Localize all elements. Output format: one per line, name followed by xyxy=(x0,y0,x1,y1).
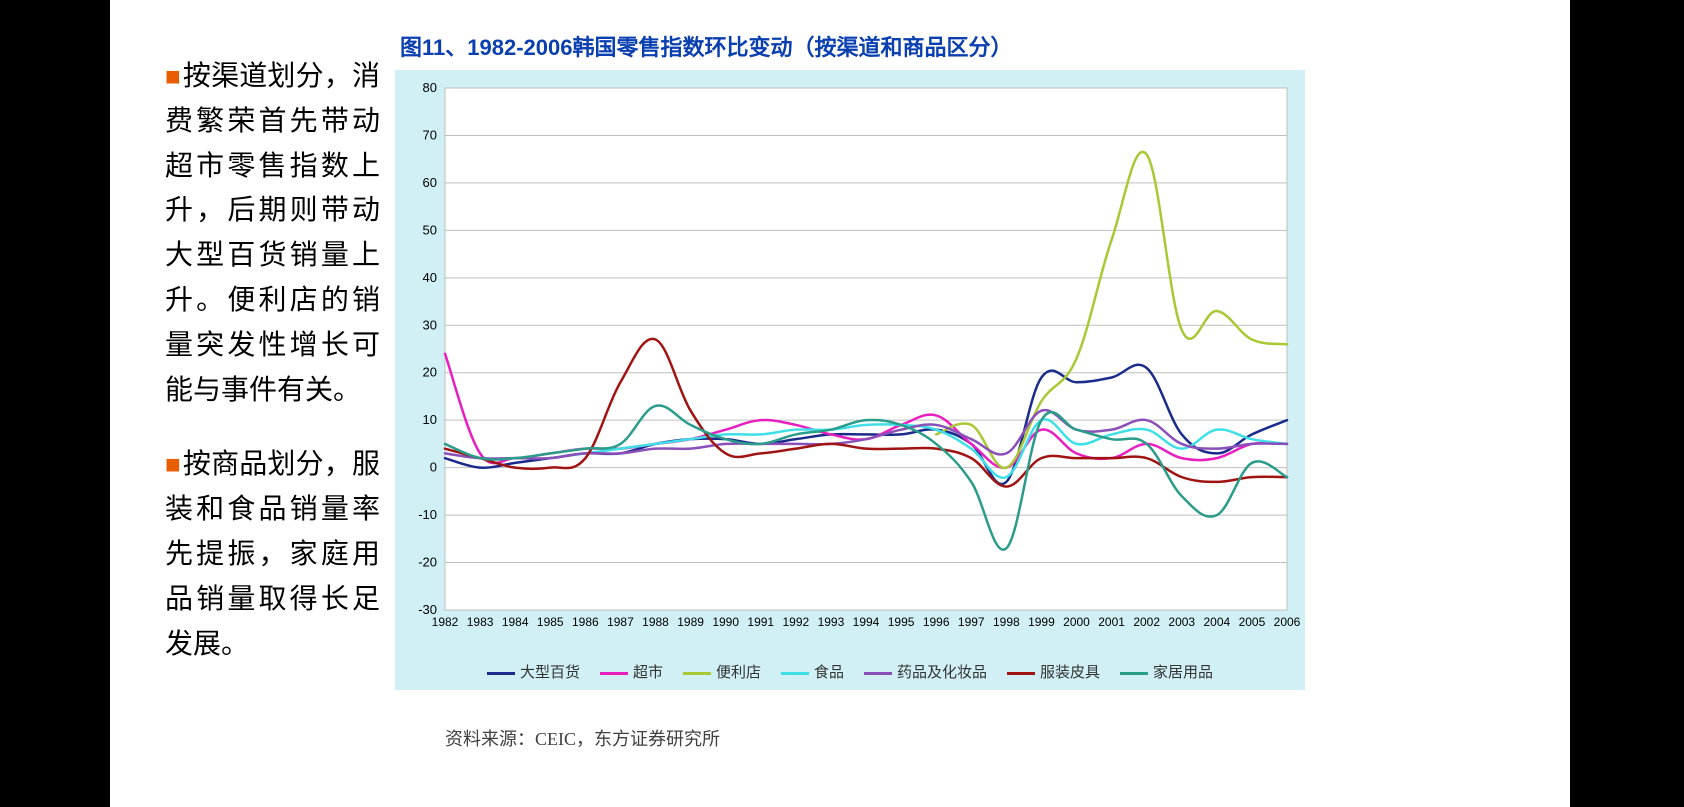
sidebar-text: ■按渠道划分，消费繁荣首先带动超市零售指数上升，后期则带动大型百货销量上升。便利… xyxy=(165,55,380,697)
svg-text:-10: -10 xyxy=(418,507,437,522)
svg-text:30: 30 xyxy=(423,317,437,332)
legend-label: 服装皮具 xyxy=(1040,665,1100,681)
svg-text:1985: 1985 xyxy=(537,615,564,629)
legend-item: 超市 xyxy=(600,661,663,682)
source-label: 资料来源：CEIC，东方证券研究所 xyxy=(445,725,720,751)
svg-text:0: 0 xyxy=(430,460,437,475)
legend-swatch xyxy=(600,672,628,675)
legend-item: 便利店 xyxy=(683,661,761,682)
svg-text:50: 50 xyxy=(423,222,437,237)
slide-area: ■按渠道划分，消费繁荣首先带动超市零售指数上升，后期则带动大型百货销量上升。便利… xyxy=(110,0,1570,807)
svg-text:20: 20 xyxy=(423,365,437,380)
legend-item: 服装皮具 xyxy=(1007,661,1100,682)
svg-text:2005: 2005 xyxy=(1239,615,1266,629)
svg-text:1994: 1994 xyxy=(853,615,880,629)
legend-item: 食品 xyxy=(781,661,844,682)
legend-label: 大型百货 xyxy=(520,665,580,681)
para1-text: 按渠道划分，消费繁荣首先带动超市零售指数上升，后期则带动大型百货销量上升。便利店… xyxy=(165,61,380,406)
chart-title: 图11、1982-2006韩国零售指数环比变动（按渠道和商品区分） xyxy=(400,30,1012,62)
legend-swatch xyxy=(1007,672,1035,675)
svg-text:2002: 2002 xyxy=(1133,615,1160,629)
legend-label: 便利店 xyxy=(716,665,761,681)
svg-text:1988: 1988 xyxy=(642,615,669,629)
legend-label: 药品及化妆品 xyxy=(897,665,987,681)
bullet-icon: ■ xyxy=(165,450,181,479)
paragraph-channel: ■按渠道划分，消费繁荣首先带动超市零售指数上升，后期则带动大型百货销量上升。便利… xyxy=(165,55,380,413)
svg-text:1993: 1993 xyxy=(818,615,845,629)
chart-legend: 大型百货 超市 便利店 食品 药品及化妆品 服装皮具 家居用品 xyxy=(395,661,1305,682)
legend-swatch xyxy=(781,672,809,675)
chart-container: -30-20-100102030405060708019821983198419… xyxy=(395,70,1305,690)
svg-text:-20: -20 xyxy=(418,555,437,570)
legend-item: 家居用品 xyxy=(1120,661,1213,682)
line-chart: -30-20-100102030405060708019821983198419… xyxy=(395,70,1305,690)
svg-text:1983: 1983 xyxy=(467,615,494,629)
svg-text:1995: 1995 xyxy=(888,615,915,629)
svg-text:1987: 1987 xyxy=(607,615,634,629)
legend-swatch xyxy=(1120,672,1148,675)
svg-text:1982: 1982 xyxy=(432,615,459,629)
paragraph-product: ■按商品划分，服装和食品销量率先提振，家庭用品销量取得长足发展。 xyxy=(165,443,380,667)
svg-text:70: 70 xyxy=(423,127,437,142)
svg-text:80: 80 xyxy=(423,80,437,95)
svg-text:1997: 1997 xyxy=(958,615,985,629)
legend-label: 家居用品 xyxy=(1153,665,1213,681)
svg-text:1991: 1991 xyxy=(747,615,774,629)
svg-text:2001: 2001 xyxy=(1098,615,1125,629)
legend-swatch xyxy=(487,672,515,675)
svg-text:40: 40 xyxy=(423,270,437,285)
para2-text: 按商品划分，服装和食品销量率先提振，家庭用品销量取得长足发展。 xyxy=(165,449,380,659)
svg-text:1998: 1998 xyxy=(993,615,1020,629)
legend-swatch xyxy=(683,672,711,675)
legend-label: 食品 xyxy=(814,665,844,681)
legend-label: 超市 xyxy=(633,665,663,681)
svg-text:60: 60 xyxy=(423,175,437,190)
svg-text:2006: 2006 xyxy=(1274,615,1301,629)
legend-swatch xyxy=(864,672,892,675)
svg-text:2004: 2004 xyxy=(1203,615,1230,629)
svg-text:1992: 1992 xyxy=(782,615,809,629)
svg-text:1984: 1984 xyxy=(502,615,529,629)
svg-text:1989: 1989 xyxy=(677,615,704,629)
svg-text:2003: 2003 xyxy=(1168,615,1195,629)
svg-text:1999: 1999 xyxy=(1028,615,1055,629)
svg-text:1996: 1996 xyxy=(923,615,950,629)
legend-item: 药品及化妆品 xyxy=(864,661,987,682)
svg-text:1990: 1990 xyxy=(712,615,739,629)
svg-text:10: 10 xyxy=(423,412,437,427)
bullet-icon: ■ xyxy=(165,62,181,91)
svg-text:1986: 1986 xyxy=(572,615,599,629)
legend-item: 大型百货 xyxy=(487,661,580,682)
svg-text:2000: 2000 xyxy=(1063,615,1090,629)
